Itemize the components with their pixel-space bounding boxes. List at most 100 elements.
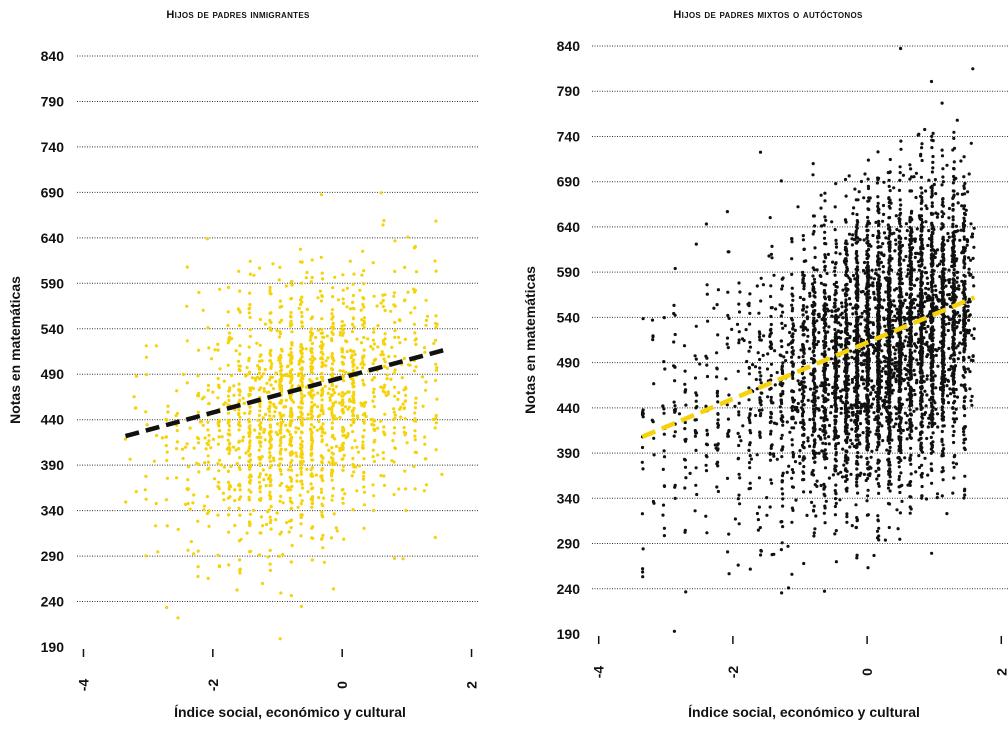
scatter-point [300, 377, 303, 380]
scatter-point [311, 366, 314, 369]
scatter-point [434, 379, 437, 382]
scatter-point [963, 282, 966, 285]
scatter-point [341, 434, 344, 437]
scatter-point [286, 489, 289, 492]
scatter-point [248, 441, 251, 444]
scatter-point [831, 386, 834, 389]
scatter-point [716, 400, 719, 403]
scatter-point [203, 461, 206, 464]
scatter-point [342, 297, 345, 300]
scatter-point [228, 386, 231, 389]
scatter-point [278, 278, 281, 281]
scatter-point [346, 287, 349, 290]
scatter-point [876, 176, 879, 179]
scatter-point [898, 179, 901, 182]
scatter-point [135, 490, 138, 493]
scatter-point [898, 538, 901, 541]
scatter-point [372, 362, 375, 365]
scatter-point [382, 305, 385, 308]
scatter-point [941, 175, 944, 178]
scatter-point [238, 498, 241, 501]
scatter-point [265, 523, 268, 526]
scatter-point [317, 420, 320, 423]
scatter-point [823, 406, 826, 409]
scatter-point [331, 362, 334, 365]
scatter-point [782, 472, 785, 475]
scatter-point [887, 483, 890, 486]
scatter-point [834, 274, 837, 277]
scatter-point [909, 512, 912, 515]
scatter-point [373, 395, 376, 398]
scatter-point [706, 293, 709, 296]
scatter-point [781, 284, 784, 287]
scatter-point [706, 375, 709, 378]
scatter-point [352, 381, 355, 384]
scatter-point [866, 216, 869, 219]
scatter-point [694, 449, 697, 452]
scatter-point [290, 526, 293, 529]
scatter-point [276, 511, 279, 514]
scatter-point [197, 437, 200, 440]
scatter-point [228, 495, 231, 498]
scatter-point [331, 384, 334, 387]
scatter-point [423, 351, 426, 354]
scatter-point [305, 271, 308, 274]
scatter-point [236, 588, 239, 591]
scatter-point [914, 333, 917, 336]
scatter-point [802, 465, 805, 468]
scatter-point [299, 480, 302, 483]
scatter-point [383, 391, 386, 394]
scatter-point [313, 426, 316, 429]
scatter-point [972, 354, 975, 357]
scatter-point [230, 374, 233, 377]
scatter-point [748, 292, 751, 295]
scatter-point [258, 457, 261, 460]
scatter-point [371, 483, 374, 486]
scatter-point [396, 398, 399, 401]
scatter-point [317, 329, 320, 332]
scatter-point [892, 186, 895, 189]
scatter-point [310, 327, 313, 330]
scatter-point [906, 437, 909, 440]
scatter-point [888, 526, 891, 529]
scatter-point [242, 436, 245, 439]
scatter-point [322, 497, 325, 500]
scatter-point [280, 482, 283, 485]
scatter-point [888, 179, 891, 182]
scatter-point [206, 326, 209, 329]
scatter-point [269, 563, 272, 566]
scatter-point [222, 498, 225, 501]
scatter-point [928, 422, 931, 425]
scatter-point [973, 327, 976, 330]
scatter-point [406, 441, 409, 444]
scatter-point [192, 493, 195, 496]
scatter-point [264, 413, 267, 416]
scatter-point [941, 154, 944, 157]
scatter-point [330, 456, 333, 459]
scatter-point [310, 527, 313, 530]
scatter-point [924, 220, 927, 223]
scatter-point [218, 288, 221, 291]
scatter-point [228, 429, 231, 432]
x-tick-label: 0 [859, 668, 875, 676]
scatter-point [866, 318, 869, 321]
scatter-point [941, 346, 944, 349]
scatter-point [310, 452, 313, 455]
scatter-point [895, 508, 898, 511]
y-tick-label: 640 [41, 230, 65, 246]
scatter-point [393, 239, 396, 242]
scatter-point [414, 417, 417, 420]
scatter-point [331, 470, 334, 473]
scatter-point [323, 431, 326, 434]
scatter-point [352, 294, 355, 297]
scatter-point [963, 488, 966, 491]
scatter-point [290, 507, 293, 510]
scatter-point [227, 481, 230, 484]
scatter-point [186, 266, 189, 269]
scatter-point [279, 388, 282, 391]
scatter-point [963, 265, 966, 268]
scatter-point [384, 332, 387, 335]
scatter-point [311, 276, 314, 279]
scatter-point [827, 393, 830, 396]
